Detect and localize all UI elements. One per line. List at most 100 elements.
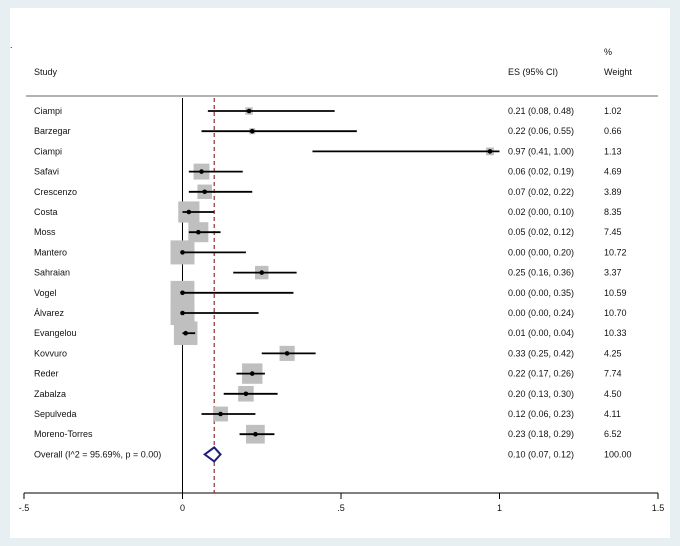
study-name: Mantero [34,247,67,257]
point-estimate [199,169,204,174]
study-row: Evangelou 0.01 (0.00, 0.04) 10.33 [34,321,627,345]
study-row: Álvarez 0.00 (0.00, 0.24) 10.70 [34,301,627,325]
es-ci-value: 0.33 (0.25, 0.42) [508,348,574,358]
overall-diamond [203,446,222,463]
study-row: Safavi 0.06 (0.02, 0.19) 4.69 [34,163,622,180]
study-row: Vogel 0.00 (0.00, 0.35) 10.59 [34,280,627,305]
header-weight-percent: % [604,47,612,57]
point-estimate [218,411,223,417]
x-tick-label: 0 [180,503,185,513]
study-row: Sepulveda 0.12 (0.06, 0.23) 4.11 [34,406,621,422]
weight-value: 10.33 [604,328,627,338]
es-ci-value: 0.21 (0.08, 0.48) [508,106,574,116]
weight-value: 0.66 [604,126,622,136]
es-ci-value: 0.22 (0.17, 0.26) [508,369,574,379]
study-name: Barzegar [34,126,71,136]
weight-value: 4.11 [604,409,621,419]
study-row: Barzegar 0.22 (0.06, 0.55) 0.66 [34,126,622,136]
es-ci-value: 0.12 (0.06, 0.23) [508,409,574,419]
point-estimate [196,229,201,235]
weight-value: 7.74 [604,369,622,379]
point-estimate [249,128,255,134]
weight-value: 4.50 [604,389,622,399]
study-row: Ciampi 0.97 (0.41, 1.00) 1.13 [34,146,622,156]
study-name: Costa [34,207,58,217]
weight-value: 10.72 [604,247,627,257]
x-axis-ticks: -.5 0 .5 1 1.5 [19,493,665,513]
study-row: Moreno-Torres 0.23 (0.18, 0.29) 6.52 [34,424,622,444]
study-name: Sepulveda [34,409,77,419]
point-estimate [487,149,493,154]
es-ci-value: 0.06 (0.02, 0.19) [508,167,574,177]
point-estimate [284,351,290,356]
study-name: Zabalza [34,389,66,399]
study-row: Reder 0.22 (0.17, 0.26) 7.74 [34,363,622,384]
study-row: Moss 0.05 (0.02, 0.12) 7.45 [34,222,622,243]
x-tick-label: -.5 [19,503,30,513]
weight-value: 4.25 [604,348,622,358]
es-ci-value: 0.23 (0.18, 0.29) [508,429,574,439]
es-ci-value: 0.01 (0.00, 0.04) [508,328,574,338]
point-estimate [180,290,185,296]
point-estimate [249,371,255,376]
point-estimate [202,189,207,195]
es-ci-value: 0.22 (0.06, 0.55) [508,126,574,136]
overall-row: Overall (I^2 = 95.69%, p = 0.00) 0.10 (0.… [34,446,632,463]
overall-label: Overall (I^2 = 95.69%, p = 0.00) [34,449,161,459]
weight-value: 3.89 [604,187,622,197]
study-name: Ciampi [34,106,62,116]
x-tick-label: .5 [337,503,345,513]
point-estimate [180,250,185,255]
study-row: Zabalza 0.20 (0.13, 0.30) 4.50 [34,386,622,402]
study-row: Ciampi 0.21 (0.08, 0.48) 1.02 [34,106,622,116]
point-estimate [253,431,258,437]
point-estimate [180,310,185,316]
header-es: ES (95% CI) [508,67,558,77]
weight-value: 10.70 [604,308,627,318]
es-ci-value: 0.20 (0.13, 0.30) [508,389,574,399]
point-estimate [243,391,249,397]
weight-value: 8.35 [604,207,622,217]
study-row: Costa 0.02 (0.00, 0.10) 8.35 [34,201,622,223]
point-estimate [246,108,252,114]
x-tick-label: 1 [497,503,502,513]
study-row: Kovvuro 0.33 (0.25, 0.42) 4.25 [34,345,622,361]
study-row: Crescenzo 0.07 (0.02, 0.22) 3.89 [34,184,622,200]
es-ci-value: 0.05 (0.02, 0.12) [508,227,574,237]
weight-value: 3.37 [604,268,622,278]
es-ci-value: 0.07 (0.02, 0.22) [508,187,574,197]
header-weight: Weight [604,67,632,77]
study-row: Mantero 0.00 (0.00, 0.20) 10.72 [34,240,627,265]
weight-value: 10.59 [604,288,627,298]
weight-value: 6.52 [604,429,622,439]
study-name: Vogel [34,288,57,298]
study-rows: Ciampi 0.21 (0.08, 0.48) 1.02 Barzegar 0.22 … [34,106,627,444]
header-study: Study [34,67,58,77]
es-ci-value: 0.25 (0.16, 0.36) [508,268,574,278]
study-name: Reder [34,369,59,379]
study-name: Sahraian [34,268,70,278]
weight-value: 7.45 [604,227,622,237]
study-row: Sahraian 0.25 (0.16, 0.36) 3.37 [34,265,622,280]
study-name: Crescenzo [34,187,77,197]
study-name: Álvarez [34,308,65,318]
es-ci-value: 0.00 (0.00, 0.24) [508,308,574,318]
study-name: Ciampi [34,146,62,156]
es-ci-value: 0.02 (0.00, 0.10) [508,207,574,217]
study-name: Moss [34,227,56,237]
weight-value: 1.13 [604,146,622,156]
es-ci-value: 0.00 (0.00, 0.35) [508,288,574,298]
point-estimate [186,209,192,215]
x-tick-label: 1.5 [652,503,665,513]
point-estimate [259,270,265,275]
study-name: Moreno-Torres [34,429,93,439]
es-ci-value: 0.00 (0.00, 0.20) [508,247,574,257]
study-name: Kovvuro [34,348,67,358]
study-name: Safavi [34,167,59,177]
point-estimate [183,330,188,336]
es-ci-value: 0.97 (0.41, 1.00) [508,146,574,156]
weight-value: 4.69 [604,167,622,177]
stray-dot-mark: . [10,40,13,50]
